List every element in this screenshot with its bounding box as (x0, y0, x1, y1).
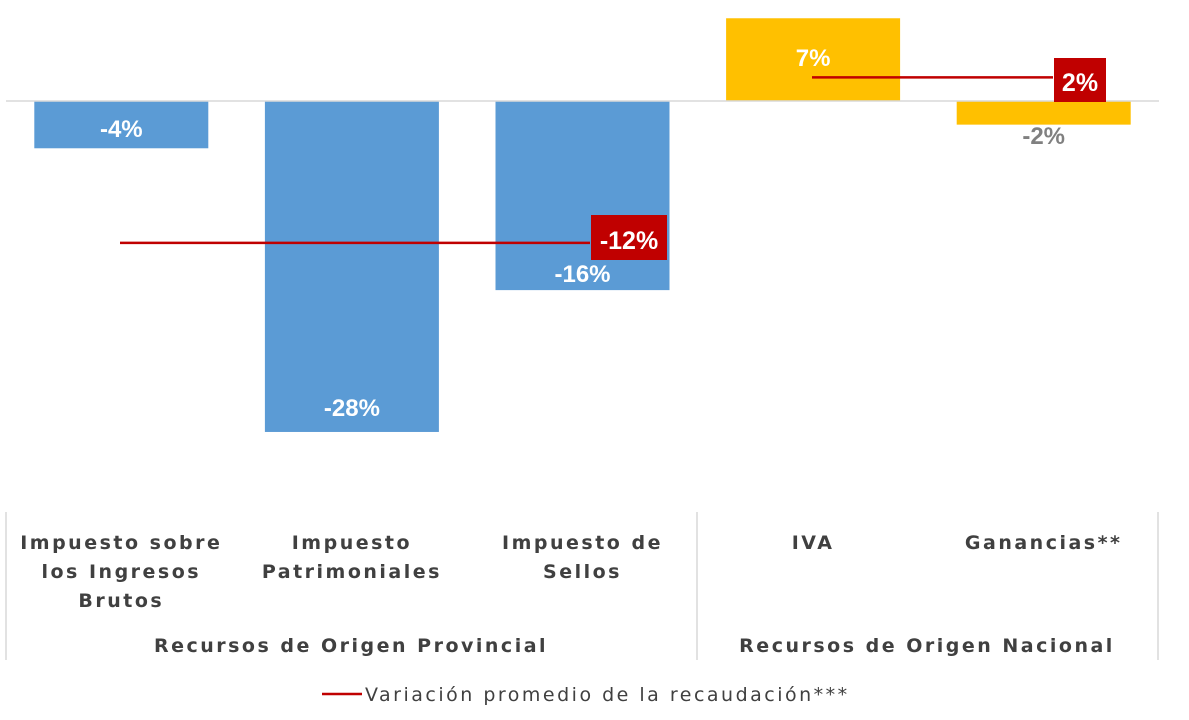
category-label-line: Patrimoniales (262, 561, 442, 583)
bar (264, 101, 439, 432)
legend-label: Variación promedio de la recaudación*** (365, 684, 850, 706)
legend: Variación promedio de la recaudación*** (322, 684, 850, 706)
average-label-box (591, 215, 667, 260)
group-label: Recursos de Origen Provincial (154, 635, 548, 657)
category-label-line: Ganancias** (965, 532, 1123, 554)
category-label: Impuesto sobre los Ingresos Brutos (20, 532, 222, 612)
bar (34, 101, 209, 149)
category-label-line: Impuesto sobre (20, 532, 222, 554)
category-label-line: Sellos (543, 561, 622, 583)
category-label-line: Brutos (78, 590, 164, 612)
category-label: IVA (792, 532, 835, 554)
average-label: -12% (600, 227, 658, 255)
category-label-line: Impuesto de (502, 532, 663, 554)
category-label: Impuesto de Sellos (502, 532, 663, 583)
average-label: 2% (1062, 69, 1098, 97)
data-label: -28% (324, 395, 380, 422)
group-label: Recursos de Origen Nacional (739, 635, 1115, 657)
data-label: 7% (796, 45, 831, 72)
category-label-line: Impuesto (292, 532, 412, 554)
data-label: -2% (1022, 123, 1065, 150)
category-label: Ganancias** (965, 532, 1123, 554)
plot-area: -4% -28% -16% 7% -2% -12% 2% (6, 18, 1159, 432)
category-axis: Impuesto sobre los Ingresos BrutosImpuesto… (5, 512, 1159, 660)
category-label-line: los Ingresos (41, 561, 201, 583)
bar (956, 101, 1131, 125)
average-label-box (1054, 58, 1106, 102)
data-label: -4% (100, 116, 143, 143)
category-label: Impuesto Patrimoniales (262, 532, 442, 583)
category-label-line: IVA (792, 532, 835, 554)
data-label: -16% (554, 261, 610, 288)
bar (726, 18, 901, 101)
